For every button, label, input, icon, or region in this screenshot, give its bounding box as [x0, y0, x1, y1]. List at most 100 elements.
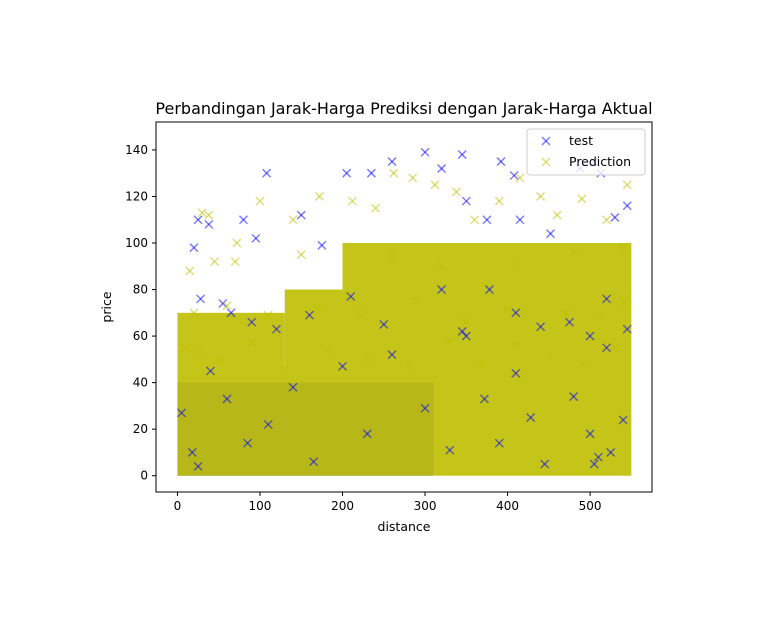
- data-point-prediction: [314, 191, 324, 201]
- data-point-test: [545, 229, 556, 239]
- legend-box: [526, 128, 646, 176]
- data-point-test: [484, 285, 494, 295]
- data-point-prediction: [593, 312, 603, 323]
- data-point-test: [262, 168, 272, 178]
- data-point-test: [309, 457, 319, 467]
- data-point-test: [193, 215, 203, 225]
- data-point-test: [569, 392, 579, 402]
- data-point-test: [606, 447, 616, 457]
- data-point-prediction: [536, 191, 546, 201]
- data-point-prediction: [196, 347, 206, 357]
- x-axis-label: distance: [378, 519, 431, 534]
- data-point-prediction: [288, 215, 298, 225]
- data-point-prediction: [577, 359, 587, 369]
- data-point-prediction: [437, 261, 447, 271]
- data-point-test: [602, 343, 612, 353]
- data-point-test: [420, 147, 430, 157]
- data-point-prediction: [255, 196, 265, 206]
- x-tick-label: 300: [414, 499, 437, 513]
- data-point-test: [296, 210, 306, 220]
- data-point-test: [457, 150, 467, 160]
- data-point-prediction: [470, 215, 480, 225]
- y-tick-label: 60: [133, 329, 148, 343]
- data-point-prediction: [204, 210, 214, 220]
- data-point-test: [496, 157, 506, 167]
- data-point-test: [177, 408, 187, 418]
- y-tick-label: 20: [133, 422, 148, 436]
- data-point-test: [222, 394, 232, 404]
- data-point-test: [238, 215, 249, 225]
- data-point-test: [204, 219, 214, 229]
- data-point-test: [189, 243, 199, 253]
- data-point-prediction: [515, 173, 525, 183]
- data-point-prediction: [362, 354, 372, 364]
- data-point-prediction: [263, 310, 273, 320]
- data-point-prediction: [280, 364, 290, 374]
- x-tick-label: 400: [496, 499, 519, 513]
- legend-label-prediction: Prediction: [569, 154, 631, 169]
- data-point-test: [226, 308, 236, 318]
- data-point-prediction: [247, 338, 257, 348]
- data-point-test: [622, 201, 632, 211]
- data-point-test: [251, 233, 261, 243]
- x-tick-label: 500: [579, 499, 602, 513]
- data-point-test: [437, 164, 447, 174]
- data-point-prediction: [185, 266, 195, 276]
- data-point-prediction: [232, 238, 242, 248]
- data-point-prediction: [430, 180, 440, 190]
- data-point-test: [387, 157, 397, 167]
- data-point-test: [205, 366, 215, 376]
- data-point-prediction: [618, 296, 628, 306]
- data-point-prediction: [197, 208, 207, 218]
- data-point-test: [622, 324, 632, 334]
- data-point-prediction: [404, 361, 414, 371]
- data-point-test: [271, 324, 282, 334]
- marker-cluster-prediction: [177, 370, 632, 476]
- data-point-test: [589, 459, 599, 469]
- data-point-prediction: [451, 187, 461, 197]
- x-tick-label: 0: [174, 499, 182, 513]
- data-point-test: [346, 291, 356, 302]
- marker-cluster-prediction: [177, 312, 285, 371]
- data-point-prediction: [181, 343, 191, 353]
- data-point-prediction: [544, 352, 554, 362]
- y-tick-label: 140: [125, 143, 148, 157]
- data-point-test: [379, 319, 389, 329]
- data-point-prediction: [408, 173, 418, 183]
- data-point-test: [366, 168, 376, 178]
- data-point-test: [461, 196, 471, 206]
- data-point-prediction: [577, 194, 587, 204]
- data-point-prediction: [494, 196, 504, 206]
- y-tick-label: 80: [133, 283, 148, 297]
- y-tick-label: 120: [125, 189, 148, 203]
- data-point-test: [585, 429, 595, 439]
- x-tick-label: 200: [331, 499, 354, 513]
- data-point-test: [263, 419, 273, 430]
- data-point-test: [509, 170, 519, 181]
- data-point-prediction: [313, 303, 323, 313]
- data-point-test: [337, 361, 348, 371]
- data-point-prediction: [321, 345, 331, 355]
- marker-cluster-prediction: [284, 289, 632, 371]
- data-point-prediction: [618, 243, 628, 253]
- y-tick-label: 40: [133, 376, 148, 390]
- data-point-test: [479, 394, 489, 404]
- data-point-prediction: [296, 250, 306, 260]
- data-point-test: [482, 215, 492, 225]
- data-point-prediction: [610, 343, 620, 353]
- data-point-test: [526, 413, 536, 423]
- data-point-prediction: [552, 210, 562, 220]
- data-point-prediction: [354, 308, 364, 318]
- data-point-test: [437, 285, 447, 295]
- y-axis-label: price: [99, 291, 114, 322]
- data-point-prediction: [569, 247, 579, 257]
- data-point-test: [511, 308, 521, 318]
- data-point-test: [610, 212, 620, 222]
- data-point-prediction: [389, 168, 399, 178]
- data-point-prediction: [503, 303, 513, 313]
- data-point-test: [187, 447, 197, 457]
- data-point-prediction: [230, 257, 240, 267]
- data-point-test: [445, 445, 455, 455]
- chart-title: Perbandingan Jarak-Harga Prediksi dengan…: [155, 99, 652, 118]
